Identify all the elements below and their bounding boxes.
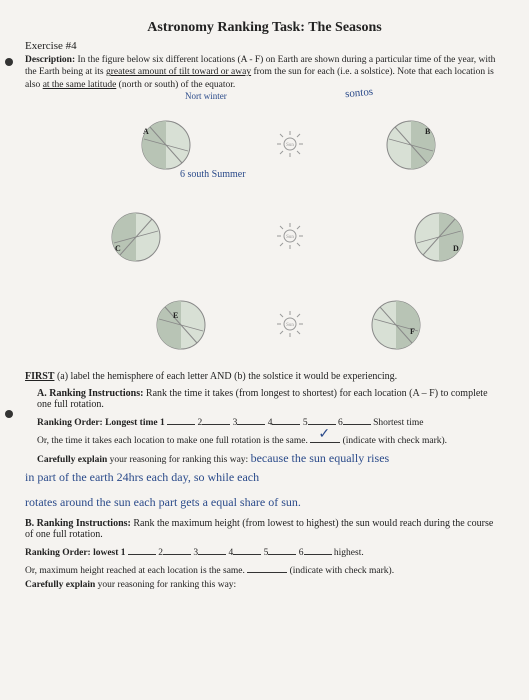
blank-b2[interactable] xyxy=(163,544,191,555)
ranking-a-lead: Ranking Order: Longest time 1 xyxy=(37,418,165,428)
answer-a-3: rotates around the sun each part gets a … xyxy=(25,494,504,511)
blank-a1[interactable] xyxy=(167,414,195,425)
globe-c xyxy=(110,211,162,263)
sun-icon-3: Sun xyxy=(275,309,305,339)
globe-label-b: B xyxy=(425,127,430,136)
ranking-a-end: Shortest time xyxy=(373,418,423,428)
blank-a2[interactable] xyxy=(202,414,230,425)
sun-icon-2: Sun xyxy=(275,221,305,251)
or-a-blank[interactable]: ✓ xyxy=(310,432,340,443)
svg-text:Sun: Sun xyxy=(286,323,294,328)
explain-b-line: Carefully explain your reasoning for ran… xyxy=(25,580,504,590)
explain-a-rest: your reasoning for ranking this way: xyxy=(107,455,248,465)
answer-a-inline: because the sun equally rises xyxy=(251,451,390,465)
explain-a-lead: Carefully explain xyxy=(37,455,107,465)
globe-label-a: A xyxy=(143,127,149,136)
globe-d xyxy=(413,211,465,263)
desc-underline-1: greatest amount of tilt toward or away xyxy=(106,67,251,77)
first-text: (a) label the hemisphere of each letter … xyxy=(54,371,397,382)
ranking-a-line: Ranking Order: Longest time 1 2 3 4 5 6 … xyxy=(37,414,504,428)
explain-b-rest: your reasoning for ranking this way: xyxy=(95,580,236,590)
hole-punch xyxy=(5,58,13,66)
or-b-blank[interactable] xyxy=(247,562,287,573)
handwriting-sontos: sontos xyxy=(345,86,374,100)
explain-a-line: Carefully explain your reasoning for ran… xyxy=(37,450,504,467)
or-a-text1: Or, the time it takes each location to m… xyxy=(37,436,308,446)
blank-a3[interactable] xyxy=(237,414,265,425)
blank-b4[interactable] xyxy=(233,544,261,555)
section-b-label: B. Ranking Instructions: xyxy=(25,518,131,529)
globe-e xyxy=(155,299,207,351)
first-label: FIRST xyxy=(25,371,54,382)
section-a-label: A. Ranking Instructions: xyxy=(37,388,143,399)
checkmark-a: ✓ xyxy=(314,426,334,443)
sun-icon-1: Sun xyxy=(275,129,305,159)
diagram-area: Nort winter sontos 6 south Summer A B C … xyxy=(25,99,504,359)
ranking-b-end: highest. xyxy=(334,548,364,558)
section-b-instructions: B. Ranking Instructions: Rank the maximu… xyxy=(25,518,504,540)
globe-label-f: F xyxy=(410,327,415,336)
globe-label-c: C xyxy=(115,244,121,253)
blank-b6[interactable] xyxy=(304,544,332,555)
globe-label-e: E xyxy=(173,311,178,320)
globe-f xyxy=(370,299,422,351)
explain-b-lead: Carefully explain xyxy=(25,580,95,590)
description-block: Description: In the figure below six dif… xyxy=(25,54,504,91)
blank-a4[interactable] xyxy=(272,414,300,425)
svg-text:Sun: Sun xyxy=(286,143,294,148)
or-b-text1: Or, maximum height reached at each locat… xyxy=(25,566,245,576)
blank-b5[interactable] xyxy=(268,544,296,555)
desc-underline-2: at the same latitude xyxy=(43,80,117,90)
or-a-line: Or, the time it takes each location to m… xyxy=(37,432,504,446)
ranking-b-lead: Ranking Order: lowest 1 xyxy=(25,548,126,558)
exercise-number: Exercise #4 xyxy=(25,40,504,52)
svg-text:Sun: Sun xyxy=(286,235,294,240)
first-instruction: FIRST (a) label the hemisphere of each l… xyxy=(25,371,504,382)
desc-text-3: (north or south) of the equator. xyxy=(116,80,235,90)
ranking-b-line: Ranking Order: lowest 1 2 3 4 5 6 highes… xyxy=(25,544,504,558)
blank-b1[interactable] xyxy=(128,544,156,555)
bullet-a xyxy=(5,410,13,418)
or-b-line: Or, maximum height reached at each locat… xyxy=(25,562,504,576)
globe-label-d: D xyxy=(453,244,459,253)
blank-a6[interactable] xyxy=(343,414,371,425)
answer-a-2: in part of the earth 24hrs each day, so … xyxy=(25,469,504,486)
or-a-text2: (indicate with check mark). xyxy=(343,436,447,446)
blank-b3[interactable] xyxy=(198,544,226,555)
description-label: Description: xyxy=(25,55,75,65)
page-title: Astronomy Ranking Task: The Seasons xyxy=(25,20,504,36)
section-a-instructions: A. Ranking Instructions: Rank the time i… xyxy=(37,388,504,410)
handwriting-north-winter: Nort winter xyxy=(185,91,227,101)
blank-a5[interactable] xyxy=(308,414,336,425)
or-b-text2: (indicate with check mark). xyxy=(290,566,394,576)
